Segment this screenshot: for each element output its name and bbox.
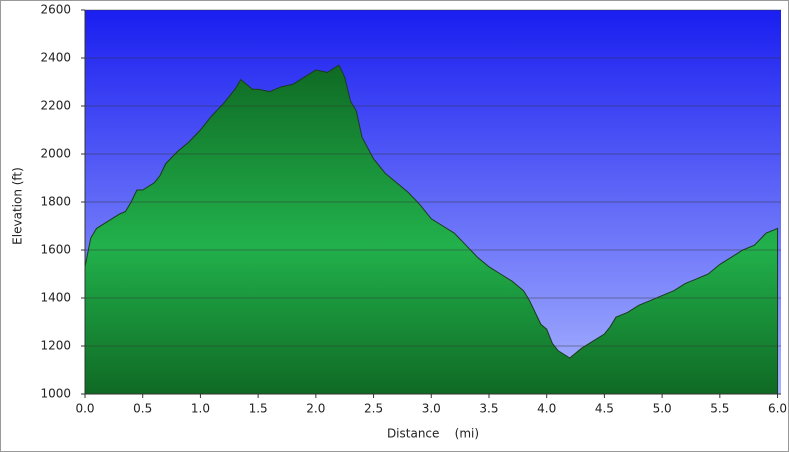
x-tick-label: 5.5 [710, 402, 729, 416]
y-tick-label: 2600 [40, 3, 71, 17]
y-tick-label: 1000 [40, 387, 71, 401]
x-tick-label: 0.0 [75, 402, 94, 416]
x-axis-label: Distance (mi) [387, 427, 479, 441]
x-tick-label: 4.0 [537, 402, 556, 416]
x-tick-label: 3.5 [479, 402, 498, 416]
y-tick-label: 1800 [40, 195, 71, 209]
elevation-area [84, 64, 779, 395]
y-tick-label: 1200 [40, 339, 71, 353]
x-tick-label: 5.0 [653, 402, 672, 416]
x-tick-label: 6.0 [768, 402, 787, 416]
y-tick-label: 2000 [40, 147, 71, 161]
x-tick-label: 0.5 [133, 402, 152, 416]
x-tick-label: 2.0 [306, 402, 325, 416]
y-axis-label: Elevation (ft) [11, 167, 25, 245]
x-tick-label: 3.0 [422, 402, 441, 416]
y-tick-label: 1600 [40, 243, 71, 257]
y-tick-label: 1400 [40, 291, 71, 305]
y-tick-label: 2200 [40, 99, 71, 113]
x-tick-label: 2.5 [364, 402, 383, 416]
x-tick-label: 1.5 [249, 402, 268, 416]
y-tick-label: 2400 [40, 51, 71, 65]
x-tick-label: 4.5 [595, 402, 614, 416]
x-tick-label: 1.0 [191, 402, 210, 416]
